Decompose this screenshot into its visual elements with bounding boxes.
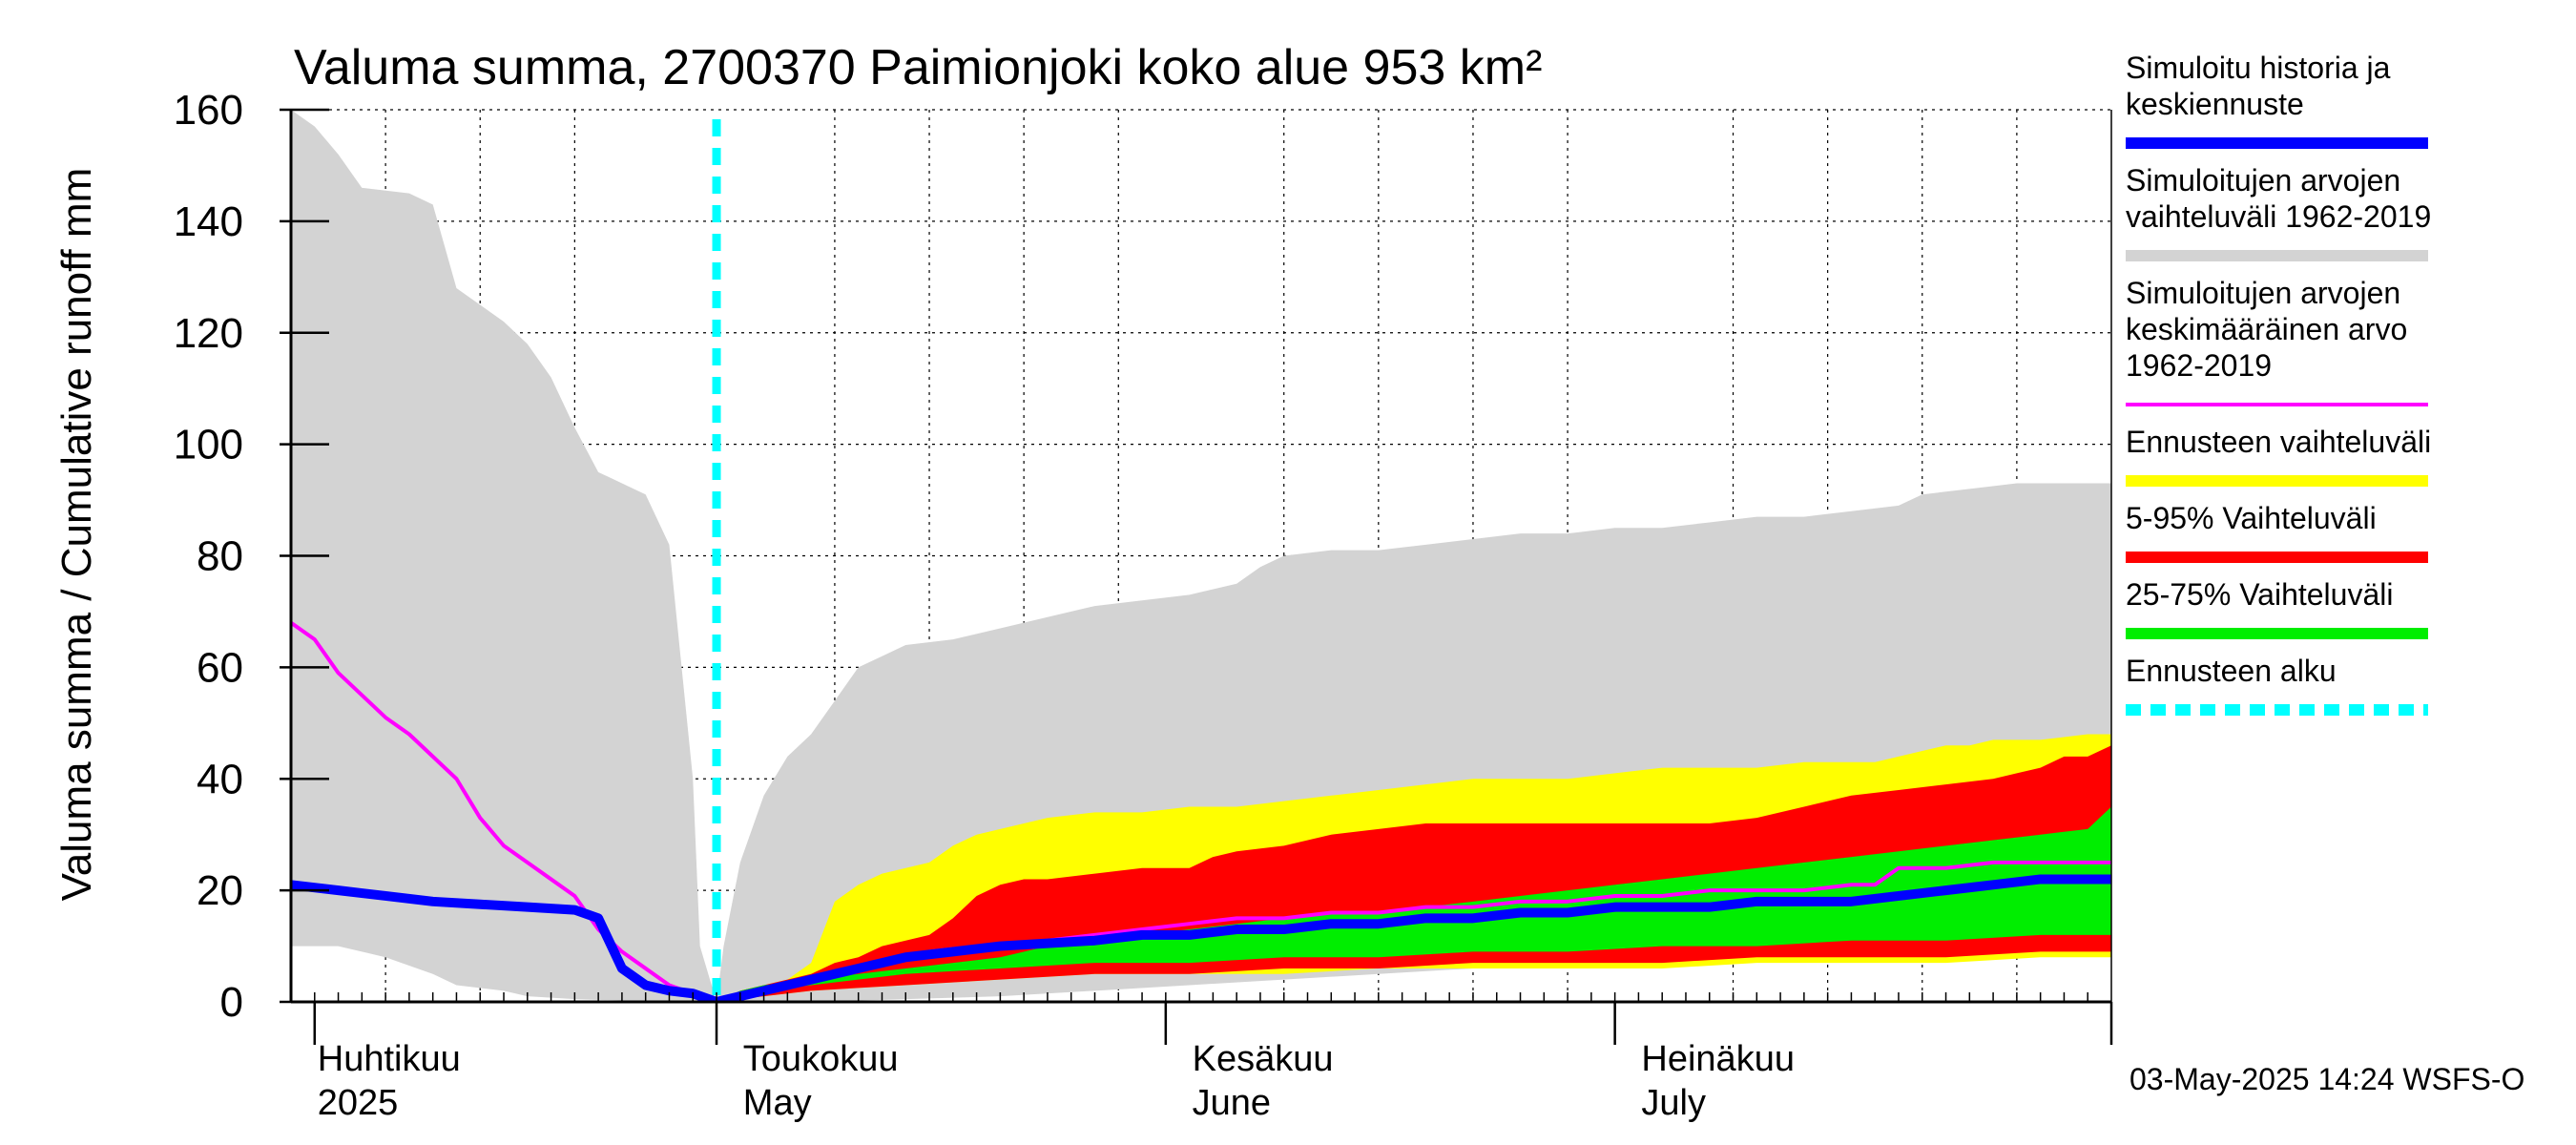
month-label: Heinäkuu — [1641, 1039, 1795, 1079]
y-tick-label: 80 — [197, 533, 243, 580]
y-tick-label: 120 — [174, 310, 243, 357]
chart-title: Valuma summa, 2700370 Paimionjoki koko a… — [294, 40, 1542, 95]
y-tick-label: 160 — [174, 87, 243, 134]
y-tick-label: 60 — [197, 644, 243, 691]
y-tick-label: 0 — [220, 979, 243, 1026]
y-tick-label: 20 — [197, 867, 243, 914]
y-tick-label: 100 — [174, 422, 243, 468]
month-label-sub: 2025 — [318, 1083, 399, 1123]
forecast-line — [291, 874, 2111, 1002]
timestamp: 03-May-2025 14:24 WSFS-O — [2129, 1062, 2524, 1096]
y-axis-label: Valuma summa / Cumulative runoff mm — [53, 168, 100, 902]
y-tick-label: 140 — [174, 198, 243, 245]
legend-label: 5-95% Vaihteluväli — [2126, 501, 2377, 535]
legend-label: Simuloitujen arvojen — [2126, 276, 2400, 310]
y-tick-label: 40 — [197, 756, 243, 802]
month-label: Huhtikuu — [318, 1039, 461, 1079]
legend-label: Ennusteen alku — [2126, 654, 2337, 688]
month-label-sub: May — [743, 1083, 812, 1123]
legend-label: vaihteluväli 1962-2019 — [2126, 199, 2431, 234]
legend-label: Simuloitu historia ja — [2126, 51, 2391, 85]
month-label: Kesäkuu — [1193, 1039, 1334, 1079]
legend-label: keskimääräinen arvo — [2126, 312, 2407, 346]
legend-label: Simuloitujen arvojen — [2126, 163, 2400, 198]
legend-label: 25-75% Vaihteluväli — [2126, 577, 2393, 612]
band-00ee00 — [717, 806, 2111, 1002]
series-lines — [291, 119, 2111, 1002]
legend-label: keskiennuste — [2126, 87, 2304, 121]
legend-label: Ennusteen vaihteluväli — [2126, 425, 2431, 459]
month-label-sub: July — [1641, 1083, 1706, 1123]
legend-label: 1962-2019 — [2126, 348, 2272, 383]
month-label-sub: June — [1193, 1083, 1271, 1123]
month-label: Toukokuu — [743, 1039, 899, 1079]
